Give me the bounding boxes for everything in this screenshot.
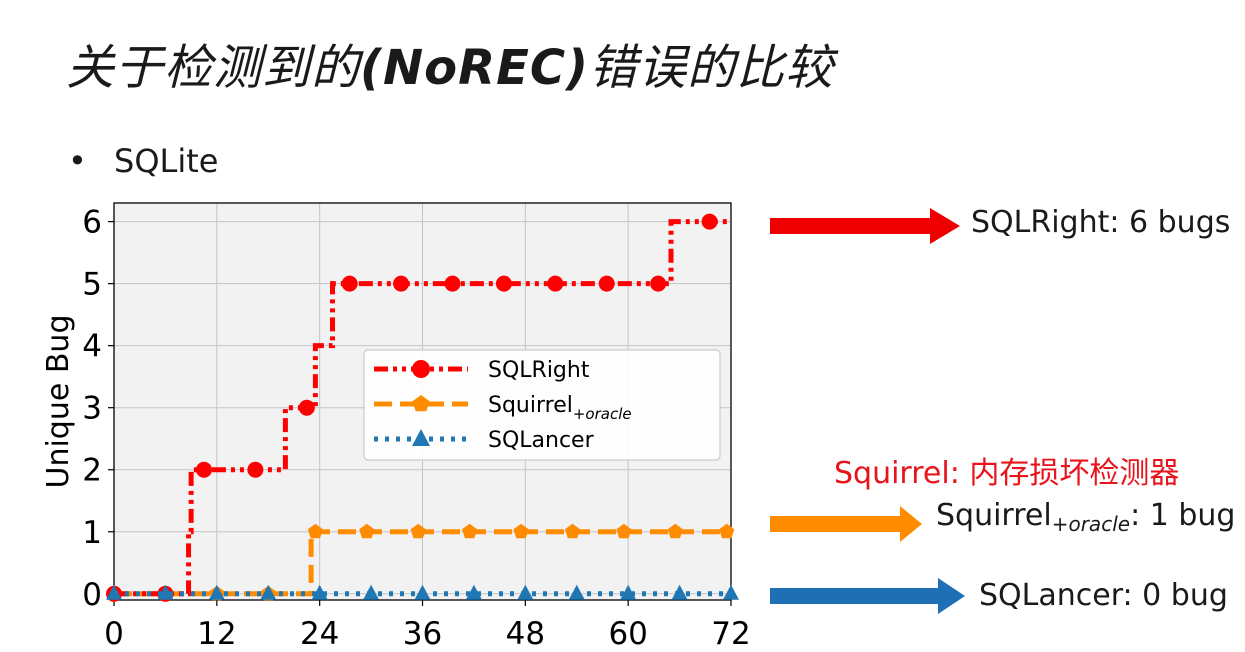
data-point — [465, 584, 482, 600]
series-sqlancer — [106, 584, 739, 600]
squirrel-annotation-tail: : 1 bug — [1130, 498, 1236, 533]
title-bold: (NoREC) — [360, 40, 590, 96]
data-point — [208, 584, 225, 600]
x-tick-label: 72 — [711, 616, 750, 652]
data-point — [723, 584, 739, 600]
arrow-right-icon-red — [770, 208, 960, 244]
data-point — [564, 523, 581, 539]
arrow-right-icon-blue — [770, 578, 965, 614]
data-point — [414, 584, 431, 600]
x-tick-label: 60 — [608, 616, 647, 652]
data-point — [393, 275, 410, 292]
legend-label: SQLancer — [488, 428, 595, 453]
data-point — [260, 584, 277, 600]
data-point — [195, 461, 212, 478]
squirrel-annotation-sub: +oracle — [1051, 512, 1131, 536]
legend-label-subscript: +oracle — [573, 405, 632, 423]
data-point — [311, 584, 328, 600]
data-point — [650, 275, 667, 292]
x-tick-label: 24 — [300, 616, 339, 652]
data-point — [616, 523, 632, 539]
data-point — [568, 584, 585, 600]
x-tick-label: 12 — [197, 616, 236, 652]
y-tick-label: 5 — [82, 267, 102, 303]
x-tick-label: 36 — [403, 616, 442, 652]
data-point — [412, 360, 430, 378]
data-point — [513, 523, 529, 539]
y-tick-label: 3 — [82, 391, 102, 427]
data-point — [363, 584, 380, 600]
sqlright-annotation: SQLRight: 6 bugs — [971, 205, 1231, 240]
legend-box — [363, 349, 721, 461]
slide-title: 关于检测到的(NoREC)错误的比较 — [66, 28, 834, 98]
legend-label: SQLRight — [488, 358, 590, 383]
data-point — [410, 523, 426, 539]
data-point — [412, 395, 430, 412]
data-point — [298, 399, 315, 416]
data-point — [341, 275, 358, 292]
y-tick-label: 2 — [82, 453, 102, 489]
data-point — [157, 584, 174, 600]
x-tick-label: 0 — [104, 616, 124, 652]
y-axis-label: Unique Bug — [41, 315, 76, 489]
data-point — [106, 584, 122, 600]
x-tick-label: 48 — [506, 616, 545, 652]
bullet-item: • SQLite — [68, 142, 218, 180]
data-point — [517, 584, 534, 600]
data-point — [495, 275, 512, 292]
bullet-text: SQLite — [114, 142, 219, 180]
title-prefix: 关于检测到的 — [66, 40, 361, 96]
data-point — [719, 523, 735, 539]
data-point — [462, 523, 478, 539]
y-tick-label: 6 — [82, 205, 102, 241]
arrow-right-icon-orange — [770, 506, 922, 542]
data-point — [444, 275, 461, 292]
bullet-dot-icon: • — [68, 142, 87, 180]
data-point — [307, 523, 323, 539]
data-point — [412, 429, 430, 446]
plot-frame — [113, 202, 732, 601]
data-point — [359, 523, 375, 539]
data-point — [598, 275, 615, 292]
title-suffix: 错误的比较 — [589, 40, 835, 96]
data-point — [620, 584, 637, 600]
data-point — [247, 461, 264, 478]
squirrel-annotation: Squirrel+oracle: 1 bug — [936, 498, 1235, 536]
y-tick-label: 0 — [82, 577, 102, 613]
sqlancer-annotation: SQLancer: 0 bug — [979, 578, 1228, 613]
data-point — [547, 275, 564, 292]
y-tick-label: 1 — [82, 515, 102, 551]
squirrel-note: Squirrel: 内存损坏检测器 — [834, 456, 1180, 491]
data-point — [701, 213, 718, 230]
squirrel-annotation-main: Squirrel — [936, 498, 1052, 533]
data-point — [671, 584, 688, 600]
y-tick-label: 4 — [82, 329, 102, 365]
data-point — [667, 523, 683, 539]
